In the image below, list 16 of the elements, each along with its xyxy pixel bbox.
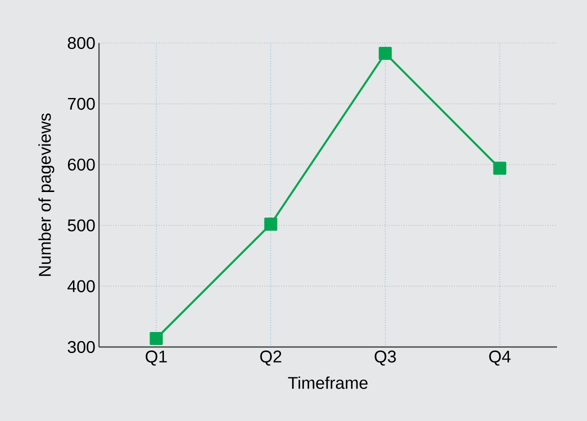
y-axis-title: Number of pageviews [38,113,54,276]
x-tick-label: Q4 [489,350,511,366]
x-tick-label: Q2 [260,350,282,366]
y-tick-label: 400 [67,280,95,292]
y-tick-label: 300 [68,340,95,354]
y-tick-label: 500 [68,219,95,232]
y-tick-label: 600 [68,158,95,171]
point [264,218,278,231]
y-tick-label: 800 [68,36,95,50]
x-axis-title: Timeframe [288,376,368,389]
point [378,46,392,60]
point [493,162,506,175]
x-tick-label: Q3 [374,350,396,366]
point [150,332,163,345]
y-tick-label: 700 [68,98,95,110]
x-tick-label: Q1 [146,350,167,366]
